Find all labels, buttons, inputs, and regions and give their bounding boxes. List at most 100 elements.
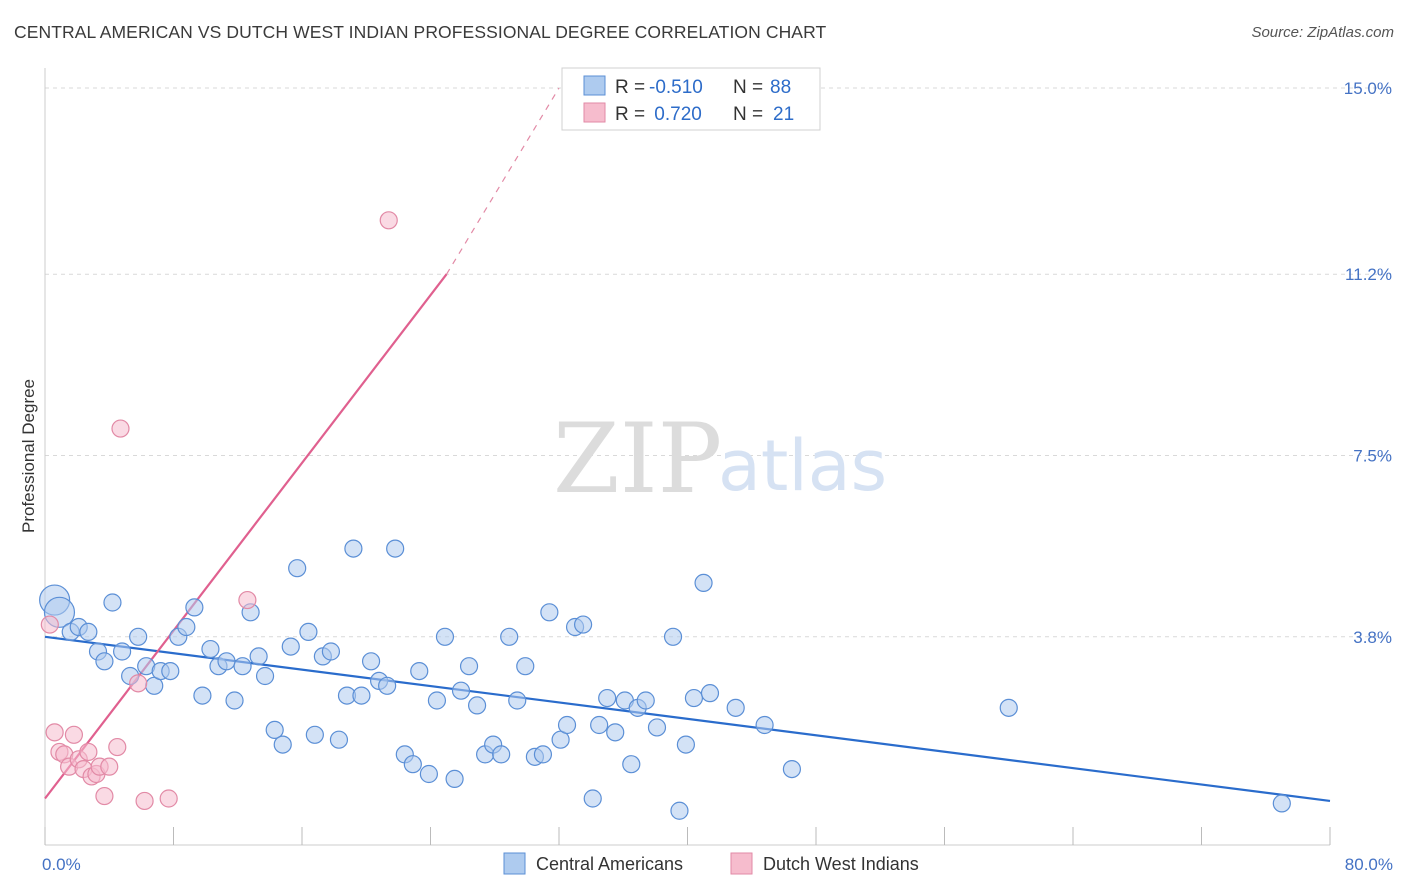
point-central-americans-80 bbox=[700, 684, 720, 703]
point-central-americans-57 bbox=[508, 691, 527, 710]
point-central-americans-56 bbox=[500, 627, 519, 646]
point-dutch-west-indians-18 bbox=[159, 789, 178, 808]
point-central-americans-27 bbox=[265, 720, 284, 740]
axes bbox=[44, 68, 1331, 846]
point-central-americans-61 bbox=[540, 603, 559, 622]
point-central-americans-35 bbox=[329, 730, 349, 749]
point-central-americans-37 bbox=[344, 539, 363, 558]
stats-legend: R = -0.510 N = 88 R = 0.720 N = 21 bbox=[561, 67, 821, 131]
trend-line-dutch-west-indians-extension bbox=[446, 87, 560, 275]
trend-line-dutch-west-indians bbox=[44, 273, 448, 800]
point-central-americans-50 bbox=[451, 681, 471, 700]
y-axis-label: Professional Degree bbox=[19, 379, 38, 533]
point-central-americans-69 bbox=[606, 723, 625, 742]
legend-r-label-pink: R = bbox=[615, 104, 645, 125]
grid-lines bbox=[45, 87, 1390, 638]
point-central-americans-49 bbox=[445, 769, 464, 789]
point-central-americans-45 bbox=[410, 661, 429, 681]
point-central-americans-73 bbox=[636, 691, 655, 710]
point-dutch-west-indians-12 bbox=[95, 786, 114, 806]
point-dutch-west-indians-20 bbox=[379, 211, 398, 230]
legend-n-value-pink: 21 bbox=[773, 104, 794, 125]
series-legend-swatch-blue bbox=[503, 852, 526, 875]
point-central-americans-31 bbox=[299, 622, 318, 642]
watermark-zip: ZIP bbox=[553, 403, 722, 515]
series-legend: Central Americans Dutch West Indians bbox=[503, 852, 919, 875]
point-central-americans-41 bbox=[378, 676, 397, 695]
point-central-americans-75 bbox=[663, 627, 683, 646]
point-central-americans-44 bbox=[403, 755, 422, 774]
series-legend-label-blue: Central Americans bbox=[536, 854, 683, 874]
point-central-americans-74 bbox=[647, 718, 667, 737]
point-central-americans-18 bbox=[193, 686, 212, 705]
point-central-americans-68 bbox=[598, 688, 617, 708]
legend-swatch-blue bbox=[583, 75, 606, 96]
point-dutch-west-indians-8 bbox=[79, 742, 98, 762]
point-central-americans-14 bbox=[161, 661, 180, 681]
point-central-americans-17 bbox=[185, 598, 204, 617]
legend-r-value-pink: 0.720 bbox=[649, 104, 702, 125]
point-central-americans-39 bbox=[361, 652, 381, 671]
y-tick-label-2: 11.2% bbox=[1345, 265, 1392, 284]
point-central-americans-65 bbox=[573, 615, 593, 634]
point-central-americans-23 bbox=[233, 657, 252, 676]
point-central-americans-6 bbox=[95, 652, 114, 671]
point-central-americans-81 bbox=[726, 698, 745, 717]
point-central-americans-85 bbox=[1272, 794, 1291, 813]
point-central-americans-55 bbox=[492, 745, 511, 764]
point-central-americans-46 bbox=[419, 764, 438, 784]
point-central-americans-77 bbox=[676, 735, 695, 754]
x-tick-label-0: 0.0% bbox=[42, 855, 81, 874]
data-points bbox=[39, 211, 1291, 820]
point-central-americans-83 bbox=[782, 759, 802, 779]
point-central-americans-29 bbox=[281, 637, 300, 656]
point-central-americans-8 bbox=[112, 642, 132, 661]
legend-swatch-pink bbox=[583, 102, 606, 123]
point-central-americans-25 bbox=[249, 647, 268, 666]
point-dutch-west-indians-0 bbox=[40, 615, 59, 634]
x-tick-label-1: 80.0% bbox=[1345, 855, 1393, 874]
point-central-americans-78 bbox=[684, 688, 704, 708]
point-central-americans-76 bbox=[670, 801, 689, 820]
point-central-americans-52 bbox=[467, 696, 487, 715]
legend-r-label-blue: R = bbox=[615, 77, 645, 98]
legend-n-value-blue: 88 bbox=[770, 77, 791, 98]
watermark: ZIP atlas bbox=[553, 403, 887, 515]
point-central-americans-66 bbox=[583, 789, 602, 808]
point-central-americans-67 bbox=[590, 715, 609, 735]
watermark-atlas: atlas bbox=[718, 425, 887, 507]
y-tick-labels: 3.8% 7.5% 11.2% 15.0% bbox=[1344, 79, 1392, 647]
point-central-americans-63 bbox=[557, 715, 577, 735]
point-central-americans-82 bbox=[755, 715, 774, 735]
x-tick-labels: 0.0% 80.0% bbox=[42, 855, 1393, 874]
point-central-americans-28 bbox=[273, 735, 292, 754]
point-central-americans-26 bbox=[255, 666, 275, 686]
point-central-americans-10 bbox=[129, 627, 148, 646]
point-central-americans-16 bbox=[177, 617, 196, 637]
y-tick-label-1: 7.5% bbox=[1353, 447, 1392, 466]
point-central-americans-60 bbox=[533, 745, 553, 764]
point-central-americans-7 bbox=[103, 593, 122, 612]
point-dutch-west-indians-14 bbox=[108, 737, 127, 757]
point-dutch-west-indians-13 bbox=[100, 757, 119, 776]
legend-n-label-blue: N = bbox=[733, 77, 763, 98]
point-central-americans-34 bbox=[321, 642, 341, 661]
point-dutch-west-indians-19 bbox=[238, 590, 257, 610]
point-central-americans-58 bbox=[516, 657, 535, 676]
point-central-americans-32 bbox=[305, 725, 324, 744]
point-central-americans-30 bbox=[288, 559, 307, 578]
point-central-americans-79 bbox=[694, 573, 713, 593]
series-legend-label-pink: Dutch West Indians bbox=[763, 854, 919, 874]
point-central-americans-21 bbox=[217, 652, 236, 671]
chart-title: CENTRAL AMERICAN VS DUTCH WEST INDIAN PR… bbox=[14, 22, 827, 42]
y-tick-label-0: 3.8% bbox=[1353, 628, 1392, 647]
point-dutch-west-indians-5 bbox=[64, 725, 84, 744]
point-central-americans-71 bbox=[622, 755, 641, 774]
y-tick-label-3: 15.0% bbox=[1344, 79, 1392, 98]
legend-n-label-pink: N = bbox=[733, 104, 763, 125]
point-dutch-west-indians-15 bbox=[111, 419, 130, 438]
point-central-americans-22 bbox=[225, 691, 244, 710]
point-central-americans-19 bbox=[201, 639, 220, 659]
series-legend-swatch-pink bbox=[730, 852, 753, 875]
